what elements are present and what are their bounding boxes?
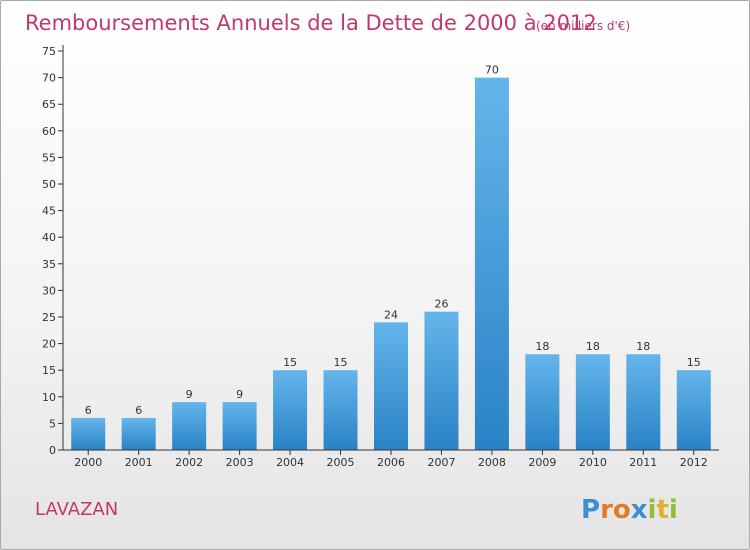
bar-value-label: 18 [586, 340, 600, 353]
bar-value-label: 18 [636, 340, 650, 353]
bar [626, 354, 661, 450]
brand-letter: i [648, 495, 657, 525]
x-tick-label: 2002 [175, 456, 203, 469]
bar-value-label: 70 [485, 64, 499, 77]
y-tick-label: 25 [42, 311, 56, 324]
y-tick-label: 70 [42, 72, 56, 85]
chart-subtitle: (en milliers d'€) [536, 19, 630, 33]
bar-value-label: 15 [687, 356, 701, 369]
bar [172, 402, 207, 450]
x-tick-label: 2004 [276, 456, 304, 469]
bar [525, 354, 560, 450]
bar [323, 370, 358, 450]
y-tick-label: 40 [42, 231, 56, 244]
bar-value-label: 18 [535, 340, 549, 353]
x-axis: 2000 2001 2002 2003 2004 2005 2006 2007 2008 2009… [63, 449, 719, 469]
brand-letter: t [656, 495, 668, 525]
brand-letter: o [613, 495, 631, 525]
x-tick-label: 2010 [579, 456, 607, 469]
bar-value-label: 6 [135, 404, 142, 417]
x-tick-label: 2003 [226, 456, 254, 469]
y-tick-label: 30 [42, 284, 56, 297]
y-tick-label: 0 [49, 444, 56, 457]
bar [71, 418, 106, 450]
x-tick-label: 2008 [478, 456, 506, 469]
brand-letter: r [600, 495, 613, 525]
bar-value-label: 15 [283, 356, 297, 369]
x-tick-label: 2007 [427, 456, 455, 469]
brand-letter: P [581, 495, 600, 525]
brand-letter: x [631, 495, 648, 525]
bar [575, 354, 610, 450]
bar [474, 77, 509, 450]
y-tick-label: 65 [42, 98, 56, 111]
bar-value-label: 9 [236, 388, 243, 401]
x-tick-label: 2012 [680, 456, 708, 469]
bar-value-label: 24 [384, 308, 398, 321]
chart-title: Remboursements Annuels de la Dette de 20… [25, 11, 597, 35]
y-tick-label: 5 [49, 417, 56, 430]
y-tick-label: 15 [42, 364, 56, 377]
bar [121, 418, 156, 450]
bars: 6 6 9 9 15 15 24 26 70 18 18 18 15 [71, 64, 711, 450]
x-tick-label: 2011 [629, 456, 657, 469]
x-tick-label: 2001 [125, 456, 153, 469]
bar [424, 311, 459, 450]
y-tick-label: 35 [42, 258, 56, 271]
brand-letter: i [669, 495, 678, 525]
location-label: LAVAZAN [35, 499, 118, 520]
y-tick-label: 50 [42, 178, 56, 191]
x-tick-label: 2009 [528, 456, 556, 469]
y-tick-label: 45 [42, 205, 56, 218]
y-tick-label: 55 [42, 151, 56, 164]
bar-value-label: 9 [186, 388, 193, 401]
y-axis: 0 5 10 15 20 25 30 35 40 45 50 55 60 65 70 75 [42, 45, 64, 457]
bar [222, 402, 257, 450]
y-tick-label: 20 [42, 338, 56, 351]
bar [273, 370, 308, 450]
bar [374, 322, 408, 450]
y-tick-label: 75 [42, 45, 56, 58]
bar-value-label: 6 [85, 404, 92, 417]
bar-value-label: 26 [434, 298, 448, 311]
x-tick-label: 2000 [74, 456, 102, 469]
y-tick-label: 10 [42, 391, 56, 404]
bar-value-label: 15 [334, 356, 348, 369]
y-tick-label: 60 [42, 125, 56, 138]
brand-logo: Proxiti [581, 495, 678, 525]
x-tick-label: 2005 [327, 456, 355, 469]
bar [676, 370, 711, 450]
x-tick-label: 2006 [377, 456, 405, 469]
